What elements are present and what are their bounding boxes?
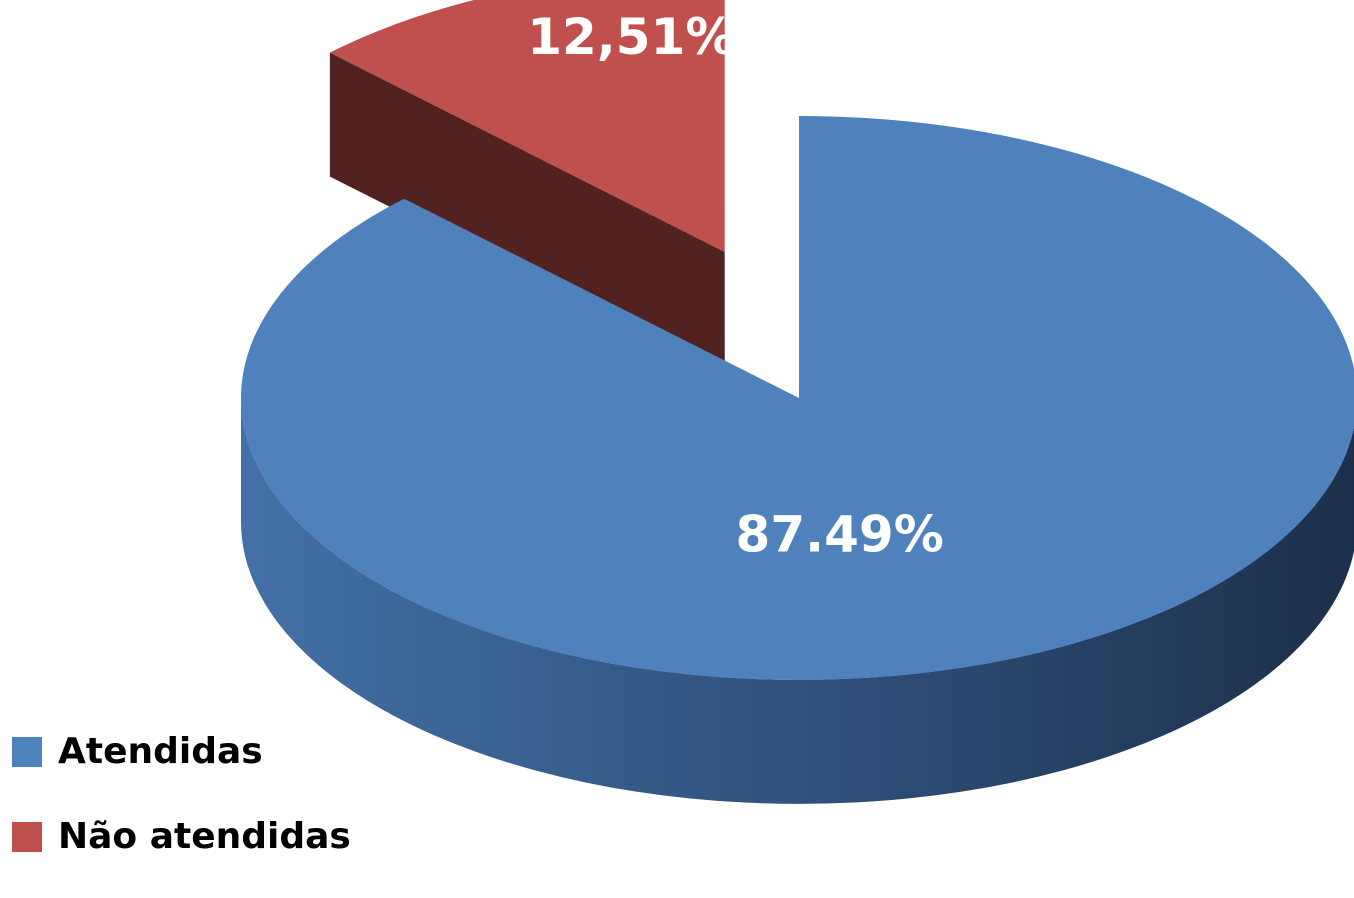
slice-atendidas bbox=[241, 116, 1354, 804]
slice-atendidas-side bbox=[241, 398, 1354, 804]
slice-nao-atendidas bbox=[329, 0, 725, 376]
data-label-nao-atendidas: 12,51% bbox=[527, 8, 735, 66]
chart-legend: Atendidas Não atendidas bbox=[12, 728, 351, 898]
legend-label-atendidas: Atendidas bbox=[58, 731, 263, 772]
pie-chart-canvas: 12,51% 87.49% bbox=[241, 0, 1354, 804]
legend-item-nao-atendidas: Não atendidas bbox=[12, 813, 351, 861]
legend-item-atendidas: Atendidas bbox=[12, 728, 351, 776]
slice-nao-atendidas-top bbox=[329, 0, 725, 252]
slice-nao-atendidas-edge-start bbox=[329, 52, 725, 376]
pie-chart: 12,51% 87.49% bbox=[241, 0, 1354, 804]
legend-swatch-atendidas bbox=[12, 737, 42, 767]
data-label-atendidas: 87.49% bbox=[736, 506, 944, 564]
slice-atendidas-top bbox=[241, 116, 1354, 680]
legend-label-nao-atendidas: Não atendidas bbox=[58, 816, 351, 857]
legend-swatch-nao-atendidas bbox=[12, 822, 42, 852]
